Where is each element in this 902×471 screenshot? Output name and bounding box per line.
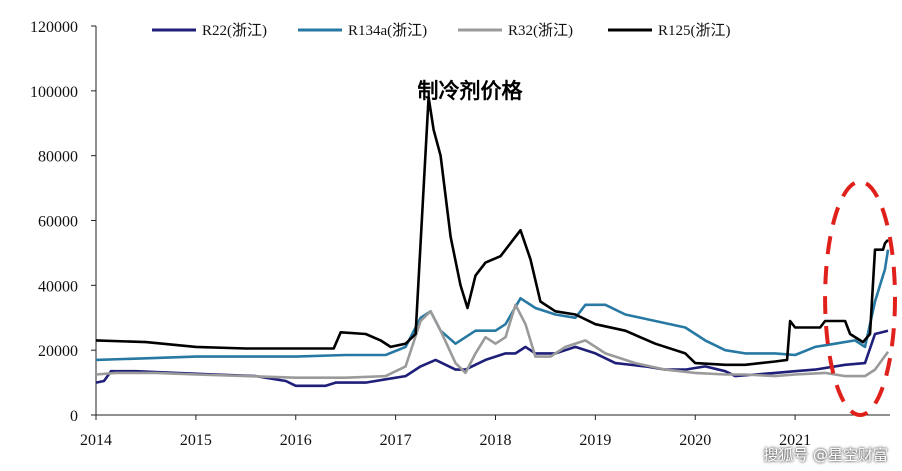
legend-label: R134a(浙江) (348, 22, 427, 39)
chart-title: 制冷剂价格 (418, 79, 524, 103)
highlight-dashed-ellipse (823, 179, 897, 417)
series-line-3 (95, 303, 890, 379)
x-tick-label: 2015 (180, 432, 212, 449)
y-tick-label: 100000 (30, 84, 78, 101)
x-tick-label: 2019 (579, 432, 611, 449)
legend-label: R125(浙江) (658, 22, 731, 39)
y-tick-label: 20000 (38, 343, 78, 360)
series-layer (95, 96, 890, 388)
series-line-4 (95, 96, 889, 367)
y-tick-label: 80000 (38, 149, 78, 166)
x-tick-label: 2017 (380, 432, 412, 449)
x-tick-label: 2020 (679, 432, 711, 449)
x-tick-label: 2021 (779, 432, 811, 449)
x-tick-label: 2016 (280, 432, 312, 449)
series-line-1 (95, 329, 889, 388)
legend: R22(浙江) R134a(浙江) R32(浙江) R125(浙江) (152, 22, 731, 39)
axes: 0 20000 40000 60000 80000 100000 120000 2014 201… (30, 19, 890, 449)
y-tick-label: 60000 (38, 214, 78, 231)
series-line-2 (95, 249, 890, 362)
y-tick-label: 120000 (30, 19, 78, 36)
y-tick-label: 0 (70, 408, 78, 425)
legend-label: R32(浙江) (508, 22, 573, 39)
watermark: 搜狐号 @星空财富 (763, 446, 888, 464)
x-tick-label: 2018 (479, 432, 511, 449)
y-tick-label: 40000 (38, 278, 78, 295)
highlight-ellipse (823, 179, 897, 417)
x-tick-label: 2014 (80, 432, 112, 449)
legend-label: R22(浙江) (202, 22, 267, 39)
